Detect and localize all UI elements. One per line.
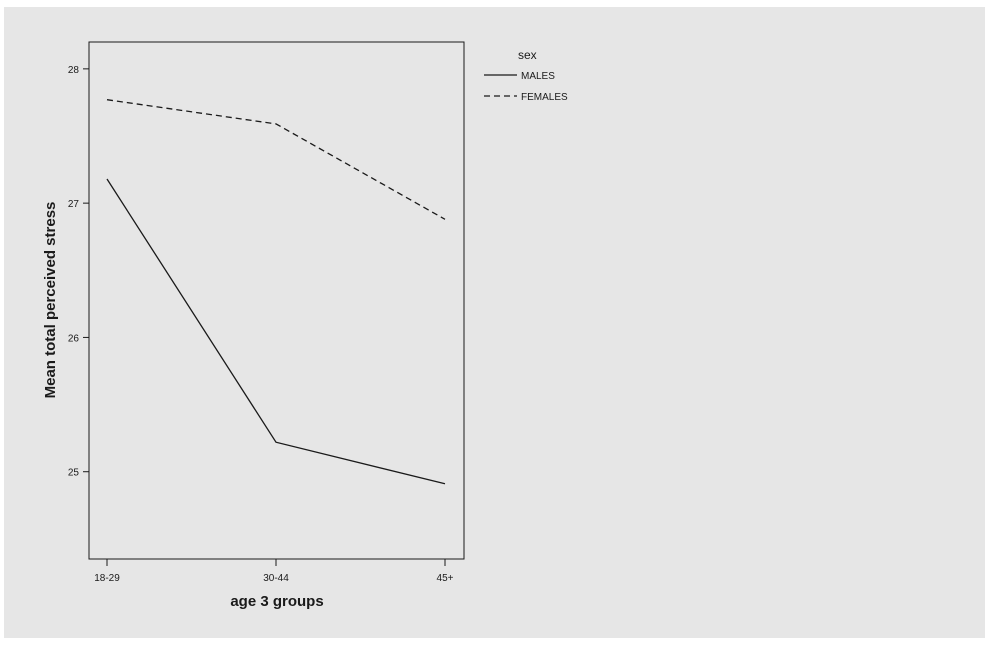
x-axis-title: age 3 groups [230,593,323,610]
series-line-females [106,99,446,220]
legend-label-males: MALES [521,71,555,82]
legend-title: sex [518,48,537,62]
plot-frame [88,41,465,560]
chart-panel [4,7,985,638]
x-tick-label: 30-44 [263,573,289,584]
series-layer [106,99,446,485]
x-axis: 18-29 30-44 45+ [94,559,454,584]
y-tick-label: 26 [68,333,80,344]
y-tick-label: 27 [68,199,80,210]
series-line-males [106,178,446,485]
y-axis: 25 26 27 28 [68,65,89,479]
x-tick-label: 45+ [437,573,454,584]
x-tick-label: 18-29 [94,573,120,584]
legend: sex MALES FEMALES [484,48,568,103]
y-tick-label: 25 [68,468,80,479]
y-axis-title: Mean total perceived stress [42,202,59,399]
legend-label-females: FEMALES [521,92,568,103]
y-tick-label: 28 [68,65,80,76]
